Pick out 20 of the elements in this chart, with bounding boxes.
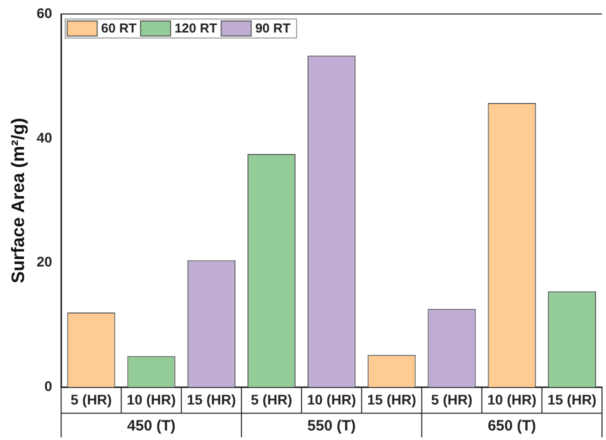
text: 650 (T) (488, 417, 536, 434)
text: 450 (T) (127, 417, 176, 434)
x-tick-label: 15 (HR) (367, 391, 416, 408)
x-tick-label: 10 (HR) (126, 391, 176, 408)
legend-label: 120 RT (174, 20, 218, 36)
x-tick-label: 5 (HR) (431, 391, 472, 408)
y-axis-title: Surface Area (m²/g) (8, 118, 28, 284)
x-tick-label: 15 (HR) (547, 391, 596, 408)
y-tick-label: 40 (36, 129, 52, 146)
x-tick-label: 10 (HR) (487, 391, 536, 408)
text: 550 (T) (307, 417, 356, 434)
y-tick-label: 60 (36, 4, 52, 21)
x-tick-label: 5 (HR) (250, 391, 292, 408)
legend-label: 60 RT (101, 20, 137, 36)
y-tick-label: 20 (36, 254, 52, 270)
x-tick-label: 15 (HR) (186, 391, 236, 408)
legend-label: 90 RT (255, 20, 291, 36)
x-tick-label: 5 (HR) (70, 391, 112, 408)
x-tick-label: 10 (HR) (307, 391, 356, 408)
y-tick-label: 0 (44, 378, 52, 394)
